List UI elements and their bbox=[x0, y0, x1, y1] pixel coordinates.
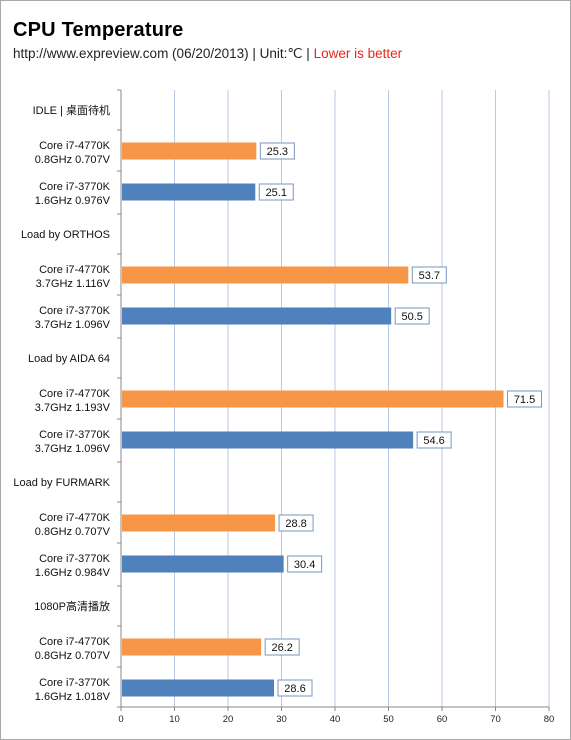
bar bbox=[122, 431, 414, 449]
category-label: 0.8GHz 0.707V bbox=[35, 154, 111, 166]
category-label: Core i7-3770K bbox=[39, 305, 111, 317]
category-label: 1.6GHz 0.976V bbox=[35, 195, 111, 207]
data-label: 30.4 bbox=[294, 559, 315, 571]
category-label: Core i7-3770K bbox=[39, 429, 111, 441]
category-label: 3.7GHz 1.193V bbox=[35, 402, 111, 414]
category-label: 3.7GHz 1.116V bbox=[36, 278, 111, 290]
data-label-box bbox=[264, 638, 300, 656]
category-label: 1.6GHz 0.984V bbox=[35, 567, 111, 579]
data-label: 71.5 bbox=[514, 394, 535, 406]
category-label: Core i7-4770K bbox=[39, 388, 111, 400]
data-label: 53.7 bbox=[419, 270, 440, 282]
group-label: Load by FURMARK bbox=[13, 477, 110, 489]
category-label: Core i7-4770K bbox=[39, 636, 111, 648]
group-label: Load by ORTHOS bbox=[21, 229, 110, 241]
x-tick-label: 40 bbox=[330, 714, 341, 725]
x-tick-label: 60 bbox=[437, 714, 448, 725]
data-label-box bbox=[278, 514, 314, 532]
category-label: Core i7-3770K bbox=[39, 181, 111, 193]
data-label-box bbox=[287, 555, 323, 573]
bar bbox=[122, 183, 256, 201]
bar bbox=[122, 514, 276, 532]
group-label: IDLE | 桌面待机 bbox=[33, 103, 110, 117]
data-label-box bbox=[259, 142, 295, 160]
subtitle-source: http://www.expreview.com (06/20/2013) | … bbox=[13, 46, 310, 61]
bar bbox=[122, 307, 392, 325]
category-label: 3.7GHz 1.096V bbox=[35, 443, 111, 455]
x-tick-label: 80 bbox=[544, 714, 555, 725]
category-label: Core i7-4770K bbox=[39, 264, 111, 276]
bar bbox=[122, 142, 257, 160]
data-label-box bbox=[258, 183, 294, 201]
category-label: 0.8GHz 0.707V bbox=[35, 650, 111, 662]
category-label: Core i7-3770K bbox=[39, 677, 111, 689]
category-label: Core i7-4770K bbox=[39, 512, 111, 524]
bar bbox=[122, 266, 409, 284]
category-label: Core i7-3770K bbox=[39, 553, 111, 565]
x-tick-label: 0 bbox=[118, 714, 123, 725]
x-tick-label: 50 bbox=[383, 714, 394, 725]
group-label: Load by AIDA 64 bbox=[28, 353, 110, 365]
data-label-box bbox=[416, 431, 452, 449]
data-label: 25.3 bbox=[267, 146, 288, 158]
bar bbox=[122, 555, 284, 573]
data-label: 50.5 bbox=[401, 311, 422, 323]
data-label: 25.1 bbox=[266, 187, 287, 199]
category-label: 1.6GHz 1.018V bbox=[35, 691, 111, 703]
x-tick-label: 20 bbox=[223, 714, 234, 725]
chart-title: CPU Temperature bbox=[13, 19, 184, 41]
x-tick-label: 70 bbox=[490, 714, 501, 725]
data-label: 54.6 bbox=[423, 435, 444, 447]
group-label: 1080P高清播放 bbox=[34, 599, 110, 613]
data-label: 28.6 bbox=[284, 683, 305, 695]
chart-subtitle: http://www.expreview.com (06/20/2013) | … bbox=[13, 46, 402, 62]
category-label: Core i7-4770K bbox=[39, 140, 111, 152]
data-label-box bbox=[277, 679, 313, 697]
data-label: 28.8 bbox=[285, 518, 306, 530]
bar bbox=[122, 638, 262, 656]
bar bbox=[122, 679, 275, 697]
x-tick-label: 10 bbox=[169, 714, 180, 725]
data-label-box bbox=[507, 390, 543, 408]
category-label: 0.8GHz 0.707V bbox=[35, 526, 111, 538]
data-label: 26.2 bbox=[271, 642, 292, 654]
category-label: 3.7GHz 1.096V bbox=[35, 319, 111, 331]
data-label-box bbox=[394, 307, 430, 325]
subtitle-highlight: Lower is better bbox=[313, 46, 403, 61]
bar bbox=[122, 390, 504, 408]
x-tick-label: 30 bbox=[276, 714, 287, 725]
data-label-box bbox=[411, 266, 447, 284]
